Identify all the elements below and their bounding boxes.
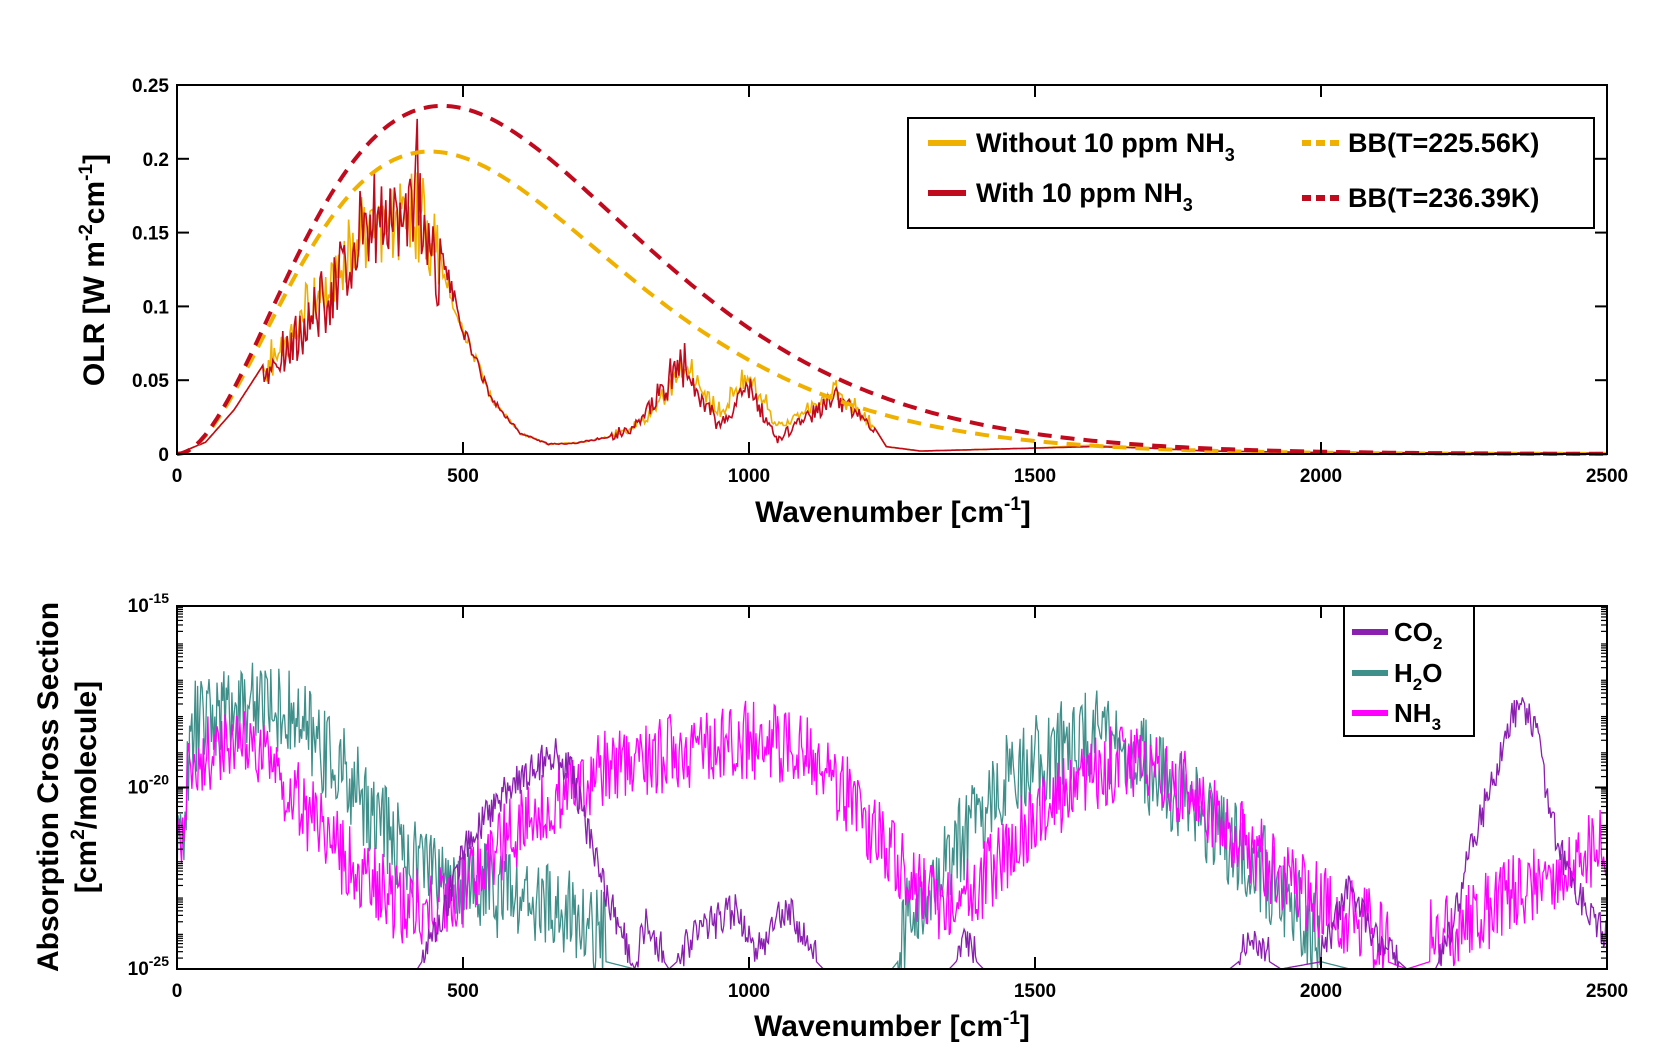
olr-xtick-label: 2000 [1300,466,1342,487]
olr-ytick-label: 0.15 [132,224,169,245]
absorption-xlabel: Wavenumber [cm-1] [754,1008,1030,1043]
olr-ytick-label: 0.2 [143,150,169,171]
olr-ytick-label: 0.25 [132,76,169,97]
olr-xtick-label: 2500 [1586,466,1628,487]
olr-xtick-label: 1500 [1014,466,1056,487]
absorption-xtick-label: 500 [447,981,479,1002]
absorption-ytick-label: 10-20 [128,772,170,799]
legend-label-without: Without 10 ppm NH3 [976,128,1235,165]
olr-xtick-label: 1000 [728,466,770,487]
olr-series-bb-236 [176,103,1607,456]
olr-ylabel: OLR [W m-2cm-1] [76,154,111,386]
olr-xtick-label: 500 [447,466,479,487]
olr-ytick-label: 0.1 [143,297,170,318]
absorption-xtick-label: 2000 [1300,981,1342,1002]
legend-label-co2: CO2 [1394,617,1442,653]
olr-legend-box [907,117,1595,229]
legend-label-bb-236: BB(T=236.39K) [1348,183,1539,213]
absorption-series-co2 [177,697,1607,969]
absorption-ytick-label: 10-25 [128,953,170,980]
absorption-ticks: 0 500 1000 1500 2000 2500 10-25 10-20 10-15 [128,590,1629,1002]
legend-label-nh3: NH3 [1394,698,1441,734]
absorption-xtick-label: 1500 [1014,981,1056,1002]
absorption-legend: CO2 H2O NH3 [1343,605,1475,737]
absorption-ylabel-line1: Absorption Cross Section [32,602,65,972]
absorption-xtick-label: 1000 [728,981,770,1002]
absorption-series-h2o [177,662,1607,969]
absorption-ytick-label: 10-15 [128,590,170,617]
absorption-ylabel-line2: [cm2/molecule] [68,681,103,893]
olr-chart: 0 500 1000 1500 2000 250000.050.10.150.20.25 … [76,76,1628,529]
absorption-series-nh3 [177,700,1607,969]
legend-label-h2o: H2O [1394,658,1442,694]
absorption-series-group [177,662,1607,969]
olr-axes-box [176,84,1608,455]
olr-xlabel: Wavenumber [cm-1] [755,494,1031,529]
absorption-xtick-label: 2500 [1586,981,1628,1002]
legend-label-bb-225: BB(T=225.56K) [1348,128,1539,158]
olr-legend: Without 10 ppm NH3 With 10 ppm NH3 BB(T=… [907,117,1595,229]
legend-label-with: With 10 ppm NH3 [976,178,1193,215]
absorption-chart: 0 500 1000 1500 2000 2500 10-25 10-20 10-15 Abso… [32,590,1628,1043]
olr-ytick-label: 0.05 [132,371,169,392]
olr-xtick-label: 0 [172,466,183,487]
olr-ticks: 0 500 1000 1500 2000 2500 0 0.05 0.1 0.15 0.2 0.25 [132,76,1628,487]
olr-ytick-label: 0 [158,445,169,466]
absorption-xtick-label: 0 [172,981,183,1002]
